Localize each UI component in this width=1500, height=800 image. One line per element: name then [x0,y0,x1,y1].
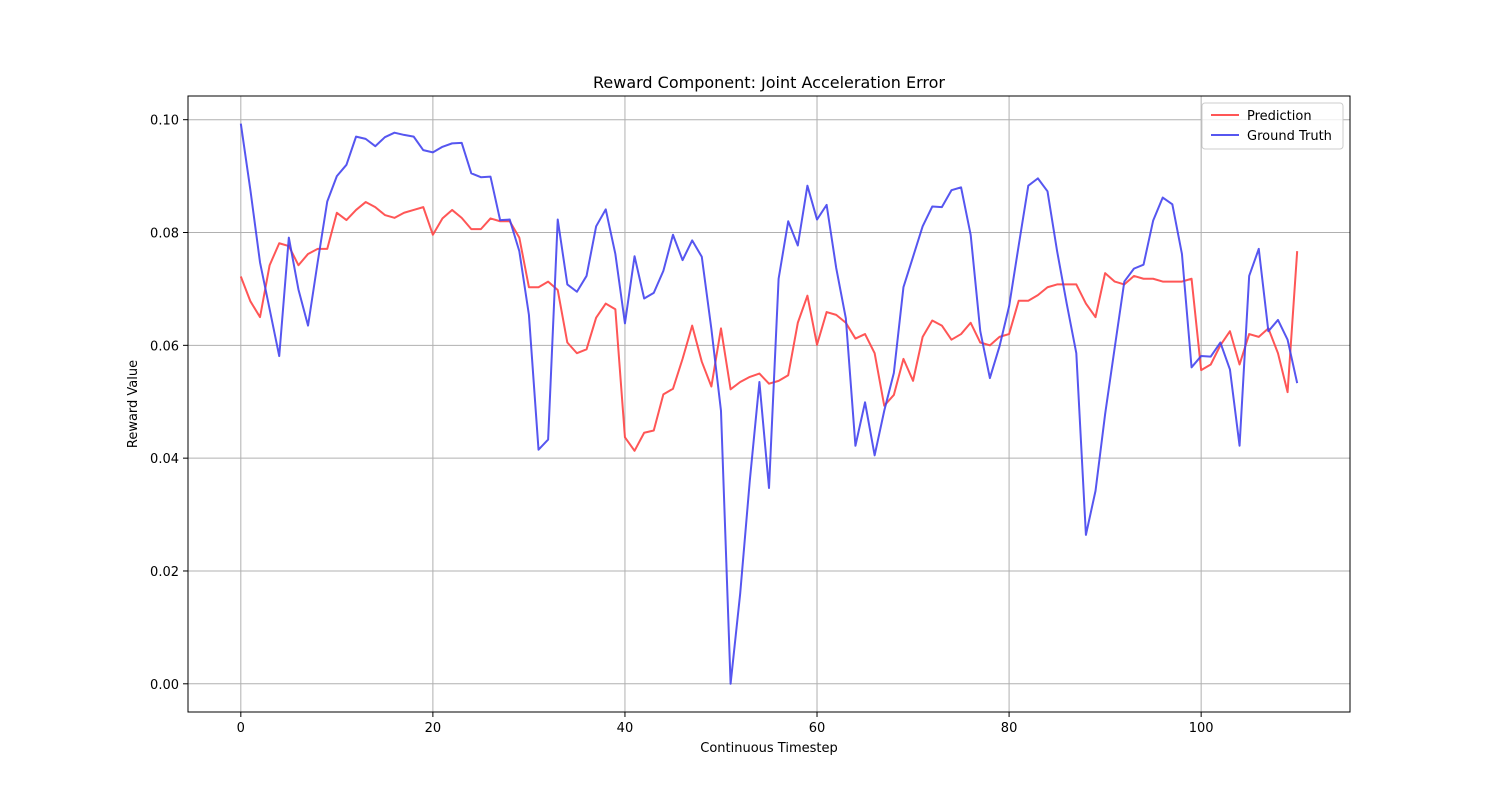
x-tick-label: 100 [1189,721,1214,736]
series-line-ground-truth [239,123,1299,685]
series-lines [239,123,1299,685]
y-tick-label: 0.08 [150,227,179,242]
y-tick-label: 0.04 [150,452,179,467]
x-tick-label: 20 [425,721,442,736]
x-tick-label: 40 [617,721,634,736]
y-tick-label: 0.10 [150,114,179,129]
x-tick-label: 0 [237,721,245,736]
legend-label-ground-truth: Ground Truth [1247,129,1332,144]
y-tick-label: 0.00 [150,678,179,693]
plot-area-frame [187,95,1351,713]
grid [188,96,1350,712]
legend-label-prediction: Prediction [1247,109,1312,124]
y-tick-label: 0.06 [150,339,179,354]
series-line-prediction [239,201,1299,452]
legend: Prediction Ground Truth [1201,102,1344,150]
x-tick-label: 60 [809,721,826,736]
x-tick-label: 80 [1001,721,1018,736]
x-axis-label: Continuous Timestep [700,741,838,756]
chart-title: Reward Component: Joint Acceleration Err… [593,73,945,92]
y-tick-label: 0.02 [150,565,179,580]
axis-ticks: 0 20 40 60 80 100 0.00 0.02 0.04 0.06 0.08 0.10 [150,114,1214,736]
y-axis-label: Reward Value [126,360,141,448]
